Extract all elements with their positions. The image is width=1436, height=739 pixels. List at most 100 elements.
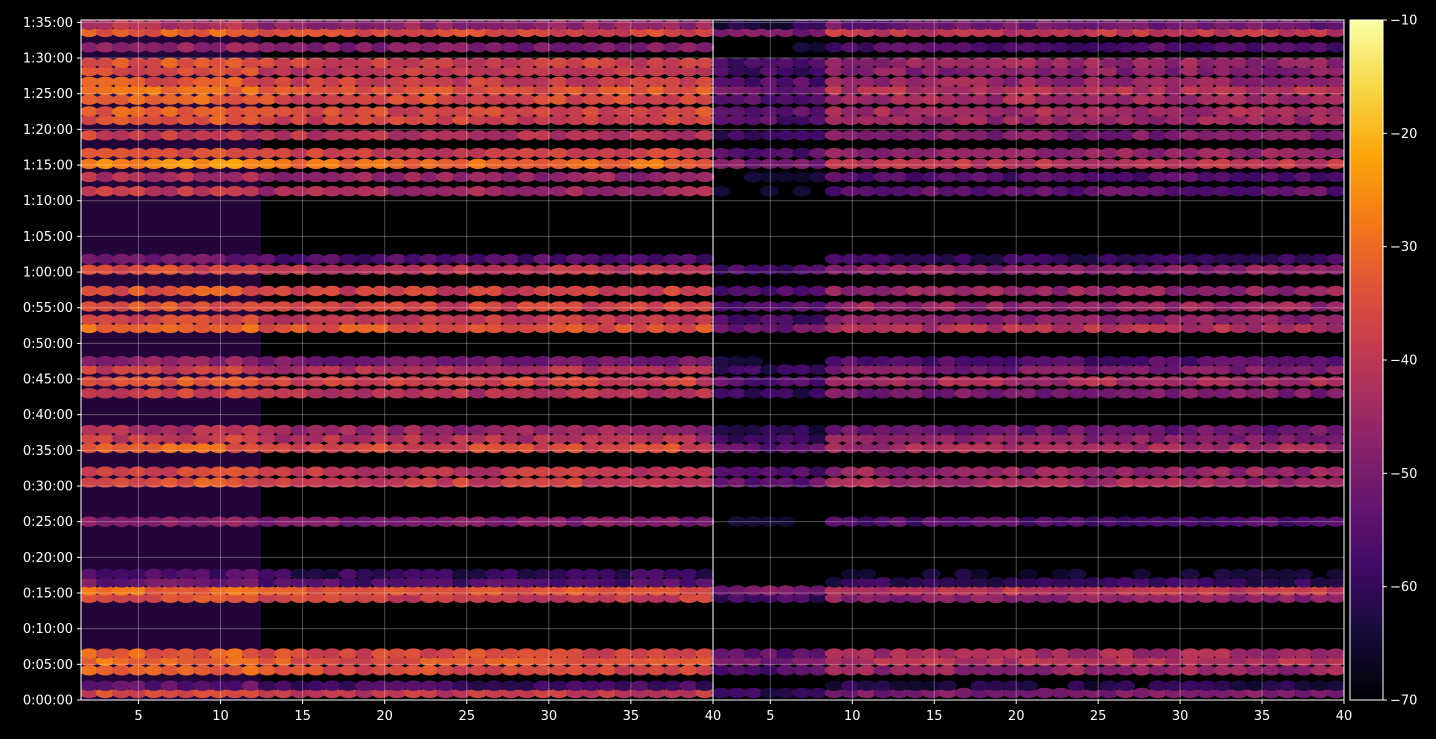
heatmap-cell (1148, 585, 1168, 596)
heatmap-cell (209, 356, 229, 367)
heatmap-cell (663, 477, 682, 488)
heatmap-cell (582, 57, 601, 68)
heatmap-cell (921, 114, 941, 126)
heatmap-cell (533, 356, 553, 367)
heatmap-cell (1099, 376, 1119, 387)
heatmap-cell (419, 364, 439, 375)
heatmap-cell (517, 158, 537, 169)
heatmap-cell (630, 76, 650, 88)
heatmap-cell (176, 130, 196, 141)
heatmap-cell (1197, 42, 1216, 53)
heatmap-cell (355, 20, 375, 30)
heatmap-cell (517, 577, 537, 588)
heatmap-cell (646, 264, 666, 275)
heatmap-cell (986, 433, 1006, 444)
heatmap-cell (241, 388, 261, 399)
heatmap-cell (500, 264, 520, 275)
heatmap-cell (663, 186, 682, 197)
heatmap-cell (646, 114, 666, 126)
heatmap-cell (1083, 577, 1103, 588)
heatmap-cell (241, 648, 261, 659)
heatmap-cell (112, 388, 131, 399)
heatmap-cell (1245, 84, 1265, 96)
heatmap-cell (792, 322, 812, 334)
heatmap-cell (533, 253, 553, 265)
heatmap-cell (1277, 65, 1297, 77)
heatmap-cell (1261, 648, 1281, 659)
heatmap-cell (484, 253, 504, 265)
heatmap-cell (1035, 433, 1055, 444)
heatmap-cell (598, 158, 618, 169)
heatmap-cell (1180, 314, 1200, 325)
heatmap-cell (1099, 84, 1119, 96)
heatmap-cell (1019, 568, 1038, 580)
heatmap-cell (695, 568, 715, 580)
heatmap-cell (1294, 130, 1314, 141)
heatmap-cell (322, 585, 342, 596)
heatmap-cell (1294, 433, 1314, 444)
heatmap-cell (679, 477, 699, 488)
heatmap-cell (857, 114, 877, 126)
heatmap-cell (970, 186, 990, 197)
heatmap-cell (1213, 466, 1233, 477)
heatmap-cell (1132, 592, 1152, 603)
heatmap-cell (338, 114, 358, 126)
heatmap-cell (614, 76, 634, 88)
heatmap-cell (630, 388, 650, 399)
heatmap-cell (290, 264, 310, 275)
heatmap-cell (355, 84, 375, 96)
heatmap-cell (533, 322, 553, 334)
heatmap-cell (1067, 466, 1087, 477)
heatmap-cell (81, 285, 99, 297)
heatmap-cell (1197, 376, 1216, 387)
heatmap-cell (1083, 466, 1103, 477)
heatmap-cell (338, 665, 358, 676)
heatmap-cell (970, 158, 990, 169)
heatmap-cell (614, 314, 634, 325)
heatmap-cell (468, 466, 488, 477)
heatmap-cell (1310, 592, 1330, 603)
heatmap-cell (128, 171, 148, 183)
heatmap-cell (1164, 356, 1184, 367)
heatmap-cell (1326, 253, 1344, 265)
heatmap-cell (695, 114, 715, 126)
heatmap-cell (1132, 158, 1152, 169)
heatmap-cell (582, 442, 601, 454)
heatmap-cell (81, 376, 99, 387)
heatmap-cell (857, 568, 877, 580)
heatmap-cell (663, 376, 682, 387)
heatmap-cell (1148, 20, 1168, 30)
heatmap-cell (792, 114, 812, 126)
heatmap-cell (274, 477, 294, 488)
heatmap-cell (711, 665, 731, 676)
heatmap-cell (1213, 477, 1233, 488)
heatmap-cell (841, 356, 860, 367)
heatmap-cell (355, 158, 375, 169)
heatmap-cell (274, 57, 294, 68)
heatmap-cell (306, 376, 326, 387)
heatmap-cell (808, 130, 828, 141)
heatmap-cell (1083, 285, 1103, 297)
heatmap-cell (436, 665, 456, 676)
heatmap-cell (241, 356, 261, 367)
heatmap-cell (225, 76, 245, 88)
heatmap-cell (241, 466, 261, 477)
heatmap-cell (1099, 655, 1119, 666)
heatmap-cell (338, 106, 358, 117)
heatmap-cell (1051, 687, 1071, 699)
heatmap-cell (1294, 568, 1314, 580)
heatmap-cell (970, 57, 990, 68)
heatmap-cell (322, 665, 342, 676)
heatmap-cell (921, 301, 941, 312)
heatmap-cell (857, 655, 877, 666)
heatmap-cell (1132, 171, 1152, 183)
heatmap-cell (760, 585, 780, 596)
heatmap-cell (452, 171, 472, 183)
heatmap-cell (549, 516, 569, 527)
heatmap-cell (598, 130, 618, 141)
heatmap-cell (484, 585, 504, 596)
heatmap-cell (403, 655, 423, 666)
heatmap-cell (954, 147, 974, 159)
heatmap-cell (484, 376, 504, 387)
heatmap-cell (355, 665, 375, 676)
